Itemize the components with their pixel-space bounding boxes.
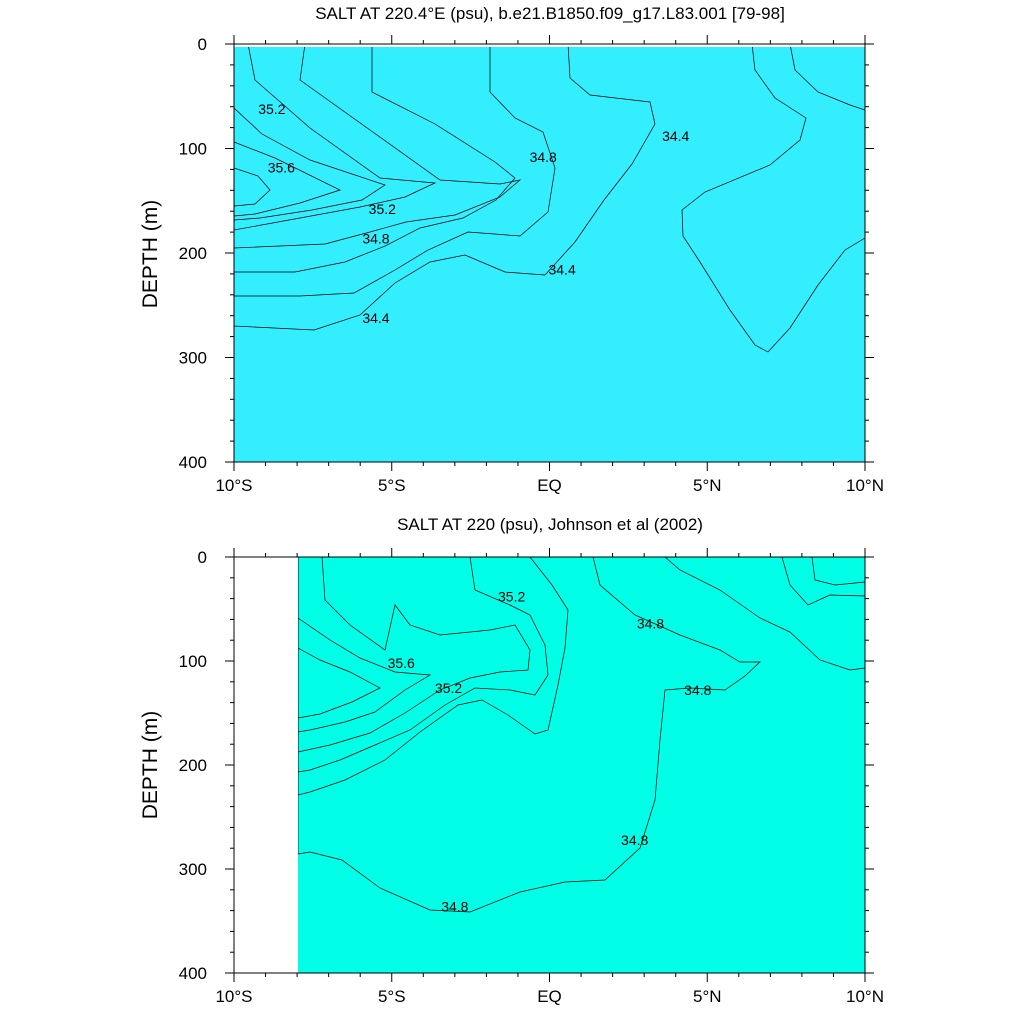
contour-label: 35.6 [388, 655, 415, 671]
y-tick-label: 0 [198, 35, 207, 54]
band-35-8-core [234, 167, 271, 207]
axes: 10°S 5°S EQ 5°N 10°N 0 100 200 300 400 [179, 548, 884, 1006]
band-34-4 [234, 44, 865, 462]
contour-labels: 35.2 35.6 35.2 34.8 34.8 34.4 34.4 34.4 [258, 101, 689, 326]
band-35-2 [298, 557, 549, 773]
band-34-6 [234, 44, 656, 331]
band-34-6 [298, 557, 865, 973]
band-35-6 [298, 617, 432, 733]
band-35-0 [234, 44, 516, 273]
contour-label: 35.2 [369, 201, 396, 217]
contour-label: 35.2 [258, 101, 285, 117]
x-tick-label: 10°S [215, 987, 252, 1006]
band-34-2 [781, 557, 865, 606]
band-35-2 [234, 44, 522, 249]
x-tick-label: 5°N [693, 987, 722, 1006]
contour-label: 35.2 [435, 680, 462, 696]
contour-label: 34.8 [362, 230, 389, 246]
x-tick-label: 5°S [378, 987, 406, 1006]
chart-title: SALT AT 220 (psu), Johnson et al (2002) [397, 515, 703, 534]
x-tick-label: 5°N [693, 476, 722, 495]
contour-labels: 35.2 35.6 35.2 34.8 34.8 34.8 34.8 [388, 589, 712, 915]
y-tick-label: 200 [179, 244, 207, 263]
contour-label: 34.8 [621, 832, 648, 848]
contour-label: 35.6 [268, 159, 295, 175]
contour-label: 34.8 [441, 898, 468, 914]
x-tick-label: 10°S [215, 476, 252, 495]
band-34-8 [234, 44, 556, 297]
y-tick-label: 200 [179, 756, 207, 775]
band-34-2-b [811, 557, 865, 586]
band-35-6 [234, 107, 386, 221]
band-35-4 [298, 557, 531, 753]
x-tick-label: 10°N [846, 476, 884, 495]
contour-label: 34.8 [530, 149, 557, 165]
band-35-8 [234, 141, 341, 217]
band-34-0 [789, 44, 865, 111]
band-34-2 [681, 44, 865, 353]
surface-gap [234, 44, 865, 47]
y-tick-label: 0 [198, 548, 207, 567]
axes: 10°S 5°S EQ 5°N 10°N 0 100 200 300 400 [179, 35, 884, 495]
band-35-4 [234, 44, 437, 231]
x-tick-label: 10°N [846, 987, 884, 1006]
y-tick-label: 400 [179, 964, 207, 983]
contour-label: 34.4 [548, 262, 575, 278]
x-tick-label: EQ [537, 476, 562, 495]
contour-label: 35.2 [498, 589, 525, 605]
y-axis-label: DEPTH (m) [139, 200, 162, 309]
contour-fill [298, 557, 865, 973]
band-35-0 [298, 557, 569, 796]
band-34-8 [298, 557, 761, 913]
band-34-4 [664, 557, 865, 671]
y-tick-label: 400 [179, 453, 207, 472]
panel-observations: SALT AT 220 (psu), Johnson et al (2002) … [139, 515, 884, 1006]
y-tick-label: 100 [179, 652, 207, 671]
contour-label: 34.8 [684, 682, 711, 698]
y-tick-label: 300 [179, 349, 207, 368]
y-axis-label: DEPTH (m) [139, 711, 162, 820]
contour-label: 34.8 [637, 616, 664, 632]
y-tick-label: 100 [179, 140, 207, 159]
x-tick-label: EQ [537, 987, 562, 1006]
contour-fill [234, 44, 865, 462]
chart-title: SALT AT 220.4°E (psu), b.e21.B1850.f09_g… [315, 4, 785, 23]
x-tick-label: 5°S [378, 476, 406, 495]
contour-label: 34.4 [662, 128, 689, 144]
band-35-8 [298, 647, 381, 719]
y-tick-label: 300 [179, 860, 207, 879]
panel-model: SALT AT 220.4°E (psu), b.e21.B1850.f09_g… [139, 4, 884, 495]
contour-label: 34.4 [362, 310, 389, 326]
